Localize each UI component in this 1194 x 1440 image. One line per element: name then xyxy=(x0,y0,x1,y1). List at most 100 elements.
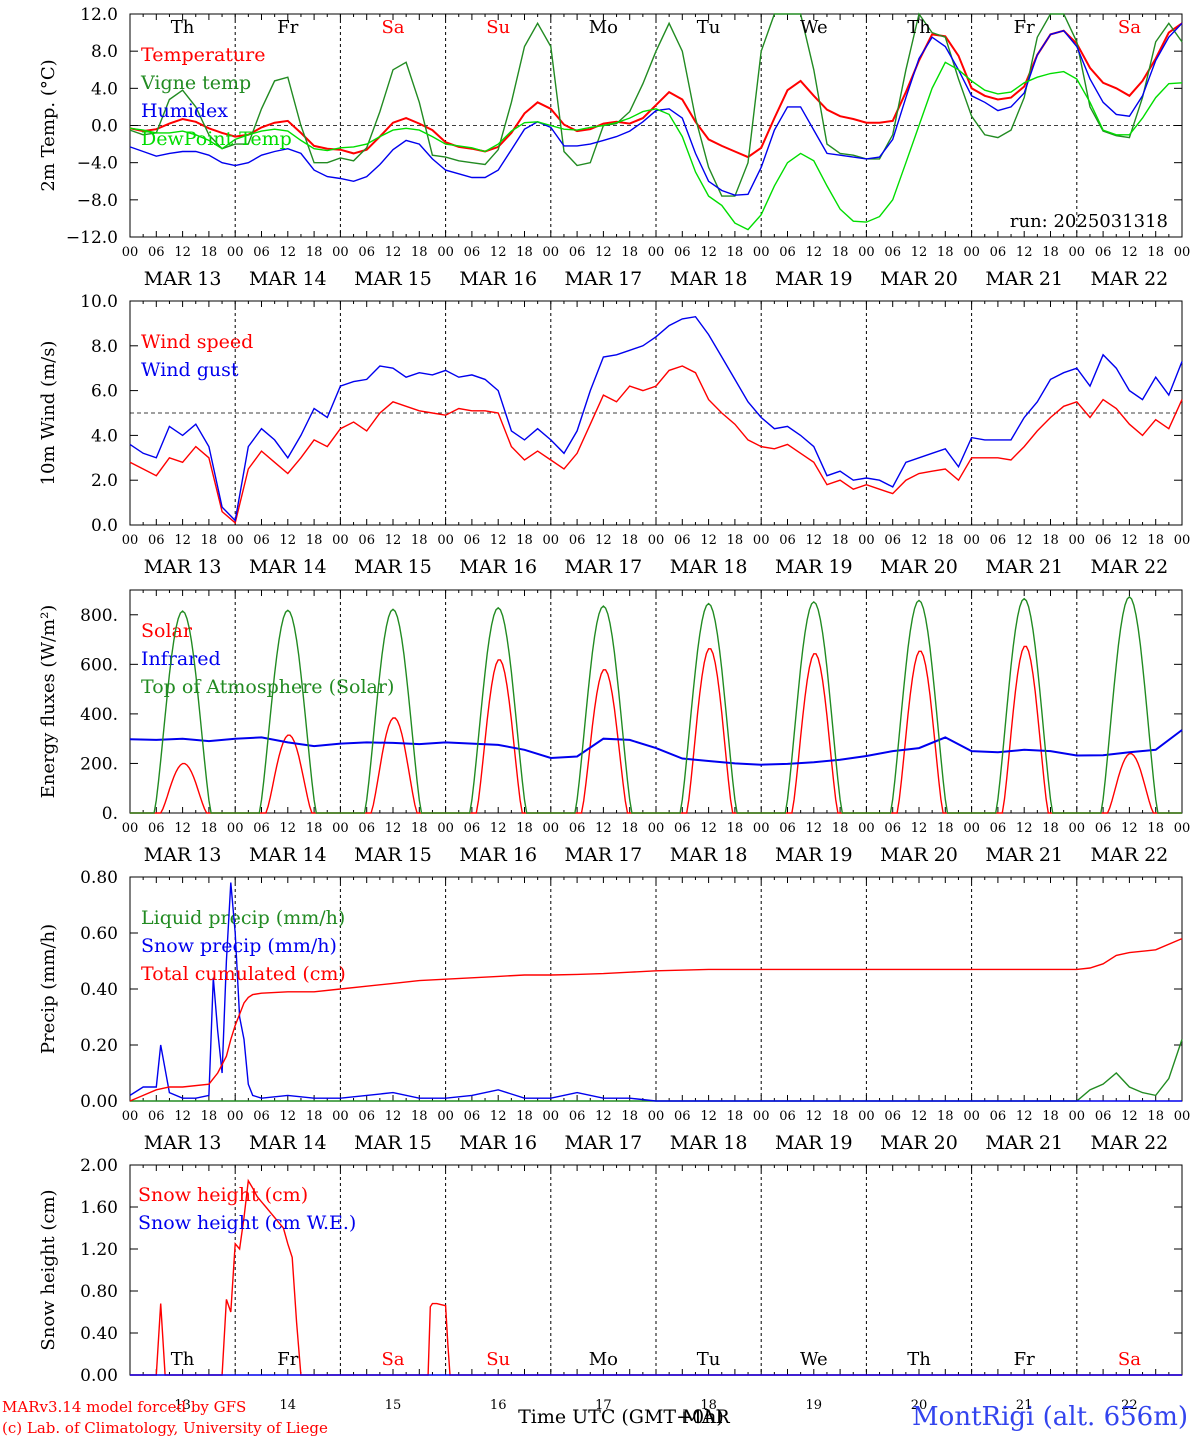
legend-entry: Total cumulated (cm) xyxy=(141,963,346,985)
date-label: MAR 19 xyxy=(775,268,853,290)
legend-entry: Snow height (cm W.E.) xyxy=(138,1212,356,1234)
day-name: We xyxy=(800,1349,828,1370)
hour-tick-label: 06 xyxy=(779,533,796,548)
day-name: Mo xyxy=(589,17,618,38)
date-label: MAR 20 xyxy=(880,268,958,290)
y-tick-label: 1.60 xyxy=(80,1198,118,1218)
hour-tick-label: 00 xyxy=(437,1109,454,1124)
hour-tick-label: 12 xyxy=(490,533,507,548)
hour-tick-label: 12 xyxy=(385,533,402,548)
hour-tick-label: 12 xyxy=(490,821,507,836)
hour-tick-label: 00 xyxy=(648,1109,665,1124)
hour-tick-label: 06 xyxy=(464,245,481,260)
hour-tick-label: 00 xyxy=(122,245,139,260)
hour-tick-label: 06 xyxy=(1095,1109,1112,1124)
hour-tick-label: 18 xyxy=(727,245,744,260)
credit-lab: (c) Lab. of Climatology, University of L… xyxy=(2,1419,328,1437)
hour-tick-label: 18 xyxy=(832,821,849,836)
legend-entry: Top of Atmosphere (Solar) xyxy=(141,676,394,698)
legend-entry: Snow height (cm) xyxy=(138,1184,308,1206)
series-line xyxy=(130,595,1182,814)
date-label: MAR 18 xyxy=(670,1132,748,1154)
hour-tick-label: 06 xyxy=(148,533,165,548)
y-tick-label: 0.80 xyxy=(80,1282,118,1302)
hour-tick-label: 00 xyxy=(332,533,349,548)
date-label: MAR 16 xyxy=(459,556,537,578)
hour-tick-label: 12 xyxy=(280,533,297,548)
hour-tick-label: 12 xyxy=(595,245,612,260)
hour-tick-label: 00 xyxy=(648,245,665,260)
hour-tick-label: 00 xyxy=(437,533,454,548)
hour-tick-label: 18 xyxy=(411,245,428,260)
hour-tick-label: 12 xyxy=(174,1109,191,1124)
hour-tick-label: 06 xyxy=(674,821,691,836)
y-tick-label: 8.0 xyxy=(91,337,118,357)
hour-tick-label: 00 xyxy=(227,245,244,260)
date-label: MAR 20 xyxy=(880,844,958,866)
hour-tick-label: 18 xyxy=(411,821,428,836)
hour-tick-label: 18 xyxy=(1147,245,1164,260)
hour-tick-label: 12 xyxy=(1121,533,1138,548)
day-number: 17 xyxy=(595,1398,612,1413)
hour-tick-label: 06 xyxy=(884,1109,901,1124)
hour-tick-label: 18 xyxy=(1147,533,1164,548)
hour-tick-label: 00 xyxy=(753,1109,770,1124)
series-line xyxy=(130,1178,1182,1376)
y-tick-label: 0.20 xyxy=(80,1036,118,1056)
legend-entry: Temperature xyxy=(141,44,265,66)
hour-tick-label: 00 xyxy=(753,821,770,836)
date-label: MAR 18 xyxy=(670,844,748,866)
hour-tick-label: 00 xyxy=(543,821,560,836)
hour-tick-label: 12 xyxy=(280,1109,297,1124)
y-tick-label: 1.20 xyxy=(80,1240,118,1260)
hour-tick-label: 06 xyxy=(1095,533,1112,548)
series-line xyxy=(129,61,1183,231)
day-number: 21 xyxy=(1016,1398,1033,1413)
legend-entry: Solar xyxy=(141,620,193,642)
hour-tick-label: 12 xyxy=(280,245,297,260)
date-label: MAR 14 xyxy=(249,556,327,578)
date-label: MAR 21 xyxy=(985,268,1063,290)
hour-tick-label: 12 xyxy=(385,821,402,836)
hour-tick-label: 00 xyxy=(858,821,875,836)
hour-tick-label: 06 xyxy=(464,821,481,836)
day-name: Tu xyxy=(697,17,721,38)
y-tick-label: 0.0 xyxy=(91,516,118,536)
day-number: 22 xyxy=(1121,1398,1138,1413)
series-line xyxy=(129,882,1182,1102)
hour-tick-label: 12 xyxy=(174,533,191,548)
hour-tick-label: 18 xyxy=(201,533,218,548)
hour-tick-label: 18 xyxy=(1042,821,1059,836)
hour-tick-label: 06 xyxy=(358,1109,375,1124)
hour-tick-label: 18 xyxy=(516,245,533,260)
hour-tick-label: 12 xyxy=(595,533,612,548)
x-axis-label: Time UTC (GMT+0h) xyxy=(518,1406,724,1428)
hour-tick-label: 06 xyxy=(884,821,901,836)
hour-tick-label: 18 xyxy=(937,821,954,836)
date-label: MAR 14 xyxy=(249,268,327,290)
y-tick-label: −8.0 xyxy=(77,191,118,211)
hour-tick-label: 12 xyxy=(1121,1109,1138,1124)
hour-tick-label: 18 xyxy=(621,245,638,260)
y-axis-label: Precip (mm/h) xyxy=(38,924,59,1054)
hour-tick-label: 12 xyxy=(385,245,402,260)
hour-tick-label: 00 xyxy=(963,533,980,548)
y-tick-label: 4.0 xyxy=(91,426,118,446)
hour-tick-label: 00 xyxy=(1174,1109,1191,1124)
hour-tick-label: 18 xyxy=(832,533,849,548)
x-axis-month: MAR xyxy=(682,1406,730,1428)
hour-tick-label: 00 xyxy=(1069,533,1086,548)
hour-tick-label: 06 xyxy=(674,533,691,548)
y-axis-label: Snow height (cm) xyxy=(38,1189,59,1350)
day-name: We xyxy=(800,17,828,38)
day-name: Fr xyxy=(277,1349,298,1370)
y-tick-label: 0.80 xyxy=(80,868,118,888)
series-line xyxy=(129,315,1183,522)
plot-frame xyxy=(129,589,1183,814)
hour-tick-label: 00 xyxy=(332,821,349,836)
hour-tick-label: 00 xyxy=(1069,1109,1086,1124)
hour-tick-label: 18 xyxy=(727,821,744,836)
hour-tick-label: 18 xyxy=(727,533,744,548)
legend-entry: DewPoint Temp xyxy=(141,128,292,150)
